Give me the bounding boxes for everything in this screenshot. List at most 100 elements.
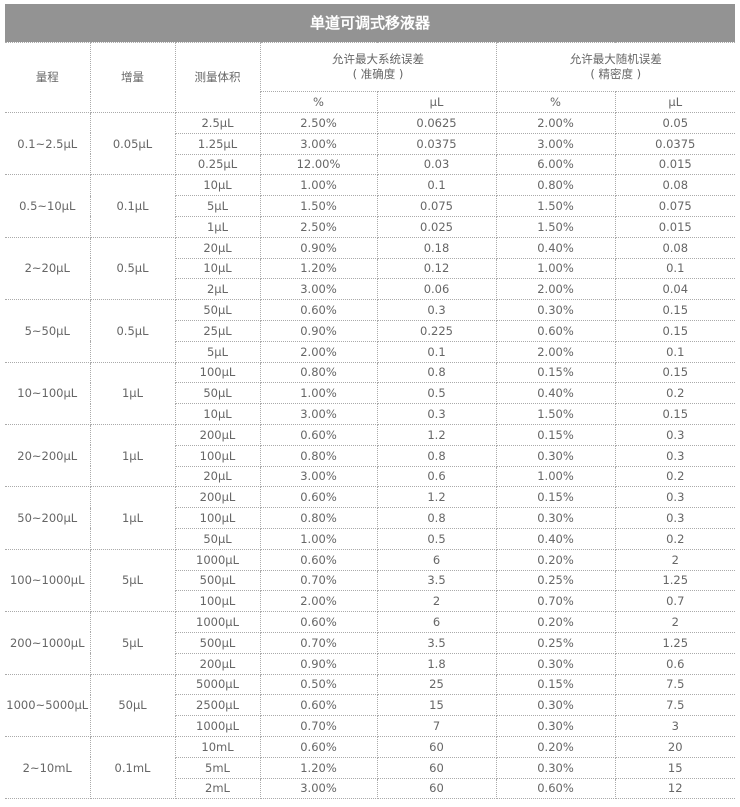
cell-rand-pct: 0.30% bbox=[495, 444, 616, 467]
cell-volume: 5μL bbox=[175, 340, 261, 363]
cell-rand-pct: 0.30% bbox=[495, 299, 616, 321]
cell-rand-pct: 0.80% bbox=[495, 174, 616, 197]
table-row: 25μL 0.90% 0.225 0.60% 0.15 bbox=[5, 319, 735, 342]
cell-sys-ul: 0.8 bbox=[376, 507, 497, 529]
cell-range: 50~200μL bbox=[5, 486, 91, 550]
cell-volume: 10μL bbox=[175, 257, 261, 280]
cell-rand-pct: 0.15% bbox=[495, 673, 616, 696]
cell-rand-pct: 2.00% bbox=[495, 278, 616, 301]
cell-increment: 1μL bbox=[89, 361, 176, 425]
cell-sys-ul: 1.2 bbox=[376, 423, 497, 446]
cell-rand-ul: 0.05 bbox=[614, 112, 735, 134]
cell-rand-ul: 0.2 bbox=[614, 382, 735, 405]
cell-sys-pct: 3.00% bbox=[259, 777, 378, 800]
table-row: 200~1000μL 5μL 1000μL 0.60% 6 0.20% 2 bbox=[5, 611, 735, 675]
cell-rand-pct: 0.30% bbox=[495, 756, 616, 779]
cell-rand-pct: 0.30% bbox=[495, 715, 616, 737]
table-row: 0.25μL 12.00% 0.03 6.00% 0.015 bbox=[5, 153, 735, 176]
table-title: 单道可调式移液器 bbox=[5, 4, 735, 42]
cell-volume: 200μL bbox=[174, 486, 261, 509]
cell-volume: 2500μL bbox=[175, 694, 261, 717]
cell-sys-ul: 25 bbox=[376, 673, 497, 696]
table-row: 0.1~2.5μL 0.05μL 2.5μL 2.50% 0.0625 2.00% 0.05 bbox=[5, 111, 735, 176]
cell-increment: 0.5μL bbox=[89, 236, 176, 301]
cell-sys-ul: 6 bbox=[376, 611, 497, 633]
cell-range: 100~1000μL bbox=[5, 548, 91, 613]
cell-rand-pct: 0.30% bbox=[495, 507, 616, 529]
cell-rand-ul: 0.015 bbox=[614, 153, 735, 176]
cell-range: 1000~5000μL bbox=[5, 673, 91, 737]
cell-volume: 5mL bbox=[175, 756, 261, 779]
table-row: 1μL 2.50% 0.025 1.50% 0.015 bbox=[5, 215, 735, 238]
cell-sys-pct: 2.00% bbox=[259, 340, 378, 363]
cell-sys-pct: 0.60% bbox=[259, 735, 378, 758]
cell-sys-pct: 0.60% bbox=[259, 694, 378, 717]
cell-sys-ul: 0.12 bbox=[376, 257, 497, 280]
cell-range: 0.1~2.5μL bbox=[5, 111, 91, 176]
cell-sys-pct: 3.00% bbox=[259, 132, 378, 155]
cell-volume: 25μL bbox=[175, 319, 261, 342]
cell-sys-pct: 3.00% bbox=[259, 403, 378, 425]
cell-rand-ul: 0.15 bbox=[614, 403, 735, 425]
cell-increment: 50μL bbox=[89, 673, 176, 737]
cell-rand-pct: 2.00% bbox=[495, 112, 616, 134]
cell-sys-pct: 1.00% bbox=[259, 382, 378, 405]
table-row: 100~1000μL 5μL 1000μL 0.60% 6 0.20% 2 bbox=[5, 548, 735, 613]
cell-volume: 2.5μL bbox=[174, 112, 261, 134]
table-row: 5~50μL 0.5μL 50μL 0.60% 0.3 0.30% 0.15 bbox=[5, 299, 735, 363]
pipette-spec-table: 量程 增量 测量体积 允许最大系统误差( 准确度 ) 允许最大随机误差( 精密度… bbox=[5, 42, 735, 800]
cell-volume: 5000μL bbox=[174, 673, 261, 696]
cell-range: 10~100μL bbox=[5, 361, 91, 425]
cell-sys-ul: 15 bbox=[376, 694, 497, 717]
cell-rand-ul: 15 bbox=[614, 756, 735, 779]
cell-rand-pct: 1.50% bbox=[495, 403, 616, 425]
cell-sys-pct: 0.60% bbox=[259, 486, 378, 509]
cell-range: 5~50μL bbox=[5, 299, 91, 363]
cell-rand-pct: 0.25% bbox=[495, 569, 616, 592]
cell-sys-ul: 0.1 bbox=[376, 340, 497, 363]
cell-sys-pct: 0.80% bbox=[259, 507, 378, 529]
cell-increment: 5μL bbox=[89, 611, 176, 675]
cell-volume: 5μL bbox=[175, 195, 261, 217]
cell-rand-ul: 0.3 bbox=[614, 423, 735, 446]
cell-sys-ul: 0.5 bbox=[376, 527, 497, 550]
cell-rand-pct: 0.30% bbox=[495, 652, 616, 675]
cell-rand-pct: 2.00% bbox=[495, 340, 616, 363]
cell-rand-ul: 0.08 bbox=[614, 174, 735, 197]
cell-sys-pct: 3.00% bbox=[259, 465, 378, 488]
cell-volume: 20μL bbox=[175, 465, 261, 488]
cell-volume: 100μL bbox=[174, 361, 261, 384]
cell-volume: 100μL bbox=[175, 507, 261, 529]
header-random-sub: ( 精密度 ) bbox=[590, 67, 642, 81]
cell-volume: 1000μL bbox=[174, 611, 261, 633]
cell-sys-pct: 0.70% bbox=[259, 715, 378, 737]
header-random: 允许最大随机误差( 精密度 ) bbox=[495, 42, 735, 92]
cell-sys-pct: 0.90% bbox=[259, 319, 378, 342]
header-sys-pct: % bbox=[260, 91, 378, 113]
cell-sys-ul: 0.225 bbox=[376, 319, 497, 342]
cell-rand-pct: 0.25% bbox=[495, 631, 616, 654]
cell-sys-pct: 0.70% bbox=[259, 631, 378, 654]
cell-sys-ul: 1.2 bbox=[376, 486, 497, 509]
cell-rand-ul: 1.25 bbox=[614, 569, 735, 592]
cell-volume: 100μL bbox=[175, 444, 261, 467]
cell-sys-pct: 0.60% bbox=[259, 423, 378, 446]
cell-volume: 200μL bbox=[175, 652, 261, 675]
cell-rand-ul: 7.5 bbox=[614, 673, 735, 696]
cell-sys-ul: 1.8 bbox=[376, 652, 497, 675]
header-rand-pct: % bbox=[495, 91, 616, 113]
cell-increment: 0.5μL bbox=[89, 299, 176, 363]
cell-sys-ul: 3.5 bbox=[376, 569, 497, 592]
cell-rand-pct: 0.20% bbox=[495, 735, 616, 758]
header-rand-ul: μL bbox=[614, 91, 735, 113]
cell-rand-ul: 0.075 bbox=[614, 195, 735, 217]
cell-sys-pct: 1.50% bbox=[259, 195, 378, 217]
table-row: 20μL 3.00% 0.6 1.00% 0.2 bbox=[5, 465, 735, 488]
cell-rand-pct: 1.00% bbox=[495, 257, 616, 280]
cell-rand-pct: 0.70% bbox=[495, 590, 616, 613]
cell-rand-ul: 0.04 bbox=[614, 278, 735, 301]
cell-sys-pct: 0.90% bbox=[259, 652, 378, 675]
cell-rand-pct: 0.40% bbox=[495, 527, 616, 550]
cell-volume: 50μL bbox=[175, 527, 261, 550]
cell-rand-ul: 0.1 bbox=[614, 340, 735, 363]
